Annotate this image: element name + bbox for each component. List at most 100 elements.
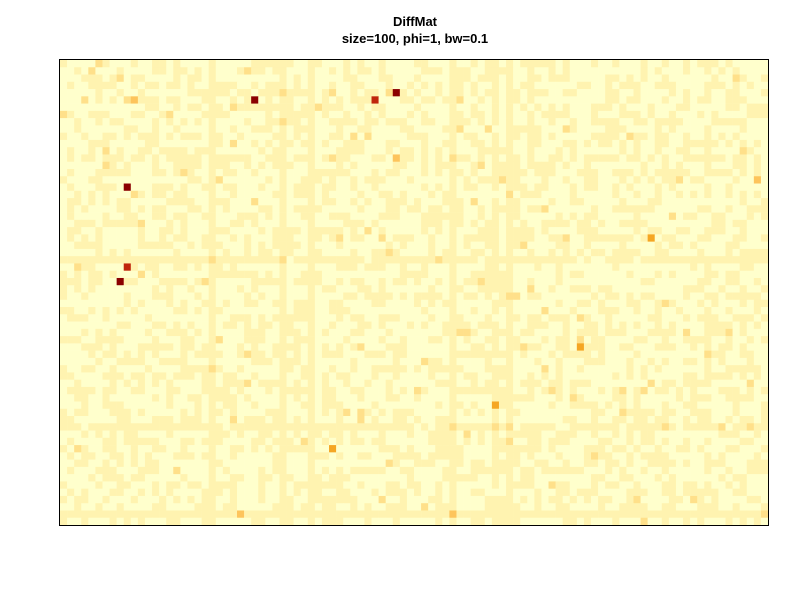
heatmap-cell	[562, 365, 571, 373]
heatmap-cell	[244, 168, 252, 177]
heatmap-cell	[357, 321, 365, 330]
heatmap-cell	[435, 321, 443, 330]
heatmap-cell	[137, 132, 146, 141]
heatmap-cell	[591, 227, 599, 235]
heatmap-cell	[314, 212, 323, 221]
heatmap-cell	[74, 270, 82, 279]
heatmap-cell	[541, 357, 549, 366]
heatmap-cell	[576, 386, 585, 395]
heatmap-cell	[647, 350, 656, 359]
heatmap-cell	[329, 161, 337, 170]
heatmap-cell	[357, 248, 365, 257]
heatmap-cell	[583, 212, 592, 221]
heatmap-cell	[605, 212, 613, 221]
heatmap-cell	[371, 132, 379, 141]
heatmap-cell	[102, 248, 110, 257]
heatmap-cell	[237, 285, 245, 293]
heatmap-cell	[753, 248, 762, 257]
heatmap-cell	[477, 263, 486, 272]
heatmap-cell	[498, 241, 507, 250]
heatmap-cell	[697, 307, 705, 315]
heatmap-cell	[371, 285, 379, 293]
heatmap-cell	[123, 103, 132, 112]
heatmap-cell	[187, 248, 195, 257]
heatmap-cell	[194, 248, 202, 257]
heatmap-cell	[725, 263, 733, 272]
heatmap-cell	[583, 205, 592, 213]
heatmap-cell	[237, 234, 245, 242]
heatmap-cell	[251, 212, 259, 221]
heatmap-cell	[378, 299, 386, 308]
heatmap-cell	[357, 67, 365, 75]
heatmap-cell	[378, 147, 386, 155]
heatmap-cell	[633, 372, 641, 380]
heatmap-cell	[463, 365, 471, 373]
heatmap-cell	[293, 321, 302, 330]
heatmap-cell	[739, 227, 748, 235]
heatmap-cell	[520, 183, 528, 192]
heatmap-cell	[215, 336, 224, 344]
heatmap-cell	[385, 299, 394, 308]
heatmap-cell	[463, 386, 471, 395]
heatmap-cell	[229, 285, 238, 293]
heatmap-cell	[647, 314, 656, 322]
heatmap-cell	[718, 270, 726, 279]
heatmap-cell	[293, 277, 302, 286]
heatmap-cell	[697, 154, 705, 163]
heatmap-cell	[265, 379, 273, 388]
heatmap-cell	[421, 190, 429, 199]
heatmap-cell	[81, 161, 89, 170]
heatmap-cell	[513, 125, 521, 133]
heatmap-cell	[392, 299, 401, 308]
heatmap-cell	[258, 147, 266, 155]
heatmap-cell	[364, 357, 372, 366]
heatmap-cell	[123, 212, 132, 221]
heatmap-cell	[293, 161, 302, 170]
heatmap-cell	[314, 161, 323, 170]
heatmap-cell	[661, 357, 670, 366]
heatmap-cell	[102, 416, 110, 424]
heatmap-cell	[435, 285, 443, 293]
heatmap-cell	[435, 190, 443, 199]
heatmap-cell	[321, 147, 330, 155]
heatmap-cell	[237, 372, 245, 380]
heatmap-cell	[576, 256, 585, 264]
heatmap-cell	[534, 285, 542, 293]
heatmap-cell	[633, 154, 641, 163]
heatmap-cell	[364, 350, 372, 359]
heatmap-cell	[647, 307, 656, 315]
heatmap-cell	[378, 343, 386, 351]
heatmap-cell	[704, 147, 712, 155]
heatmap-cell	[95, 183, 103, 192]
heatmap-cell	[102, 139, 110, 148]
heatmap-cell	[329, 416, 337, 424]
heatmap-cell	[350, 321, 358, 330]
heatmap-cell	[81, 299, 89, 308]
heatmap-cell	[654, 89, 663, 97]
heatmap-cell	[690, 357, 698, 366]
heatmap-cell	[562, 89, 571, 97]
heatmap-cell	[314, 263, 323, 272]
heatmap-cell	[470, 263, 479, 272]
heatmap-cell	[392, 277, 401, 286]
heatmap-cell	[739, 357, 748, 366]
heatmap-cell	[619, 139, 627, 148]
heatmap-cell	[272, 132, 280, 141]
heatmap-cell	[300, 357, 309, 366]
heatmap-cell	[626, 386, 634, 395]
heatmap-cell	[81, 110, 89, 119]
heatmap-cell	[647, 154, 656, 163]
heatmap-cell	[414, 161, 422, 170]
heatmap-cell	[399, 89, 408, 97]
heatmap-cell	[718, 103, 726, 112]
heatmap-cell	[336, 328, 344, 337]
heatmap-cell	[746, 372, 755, 380]
heatmap-cell	[137, 401, 146, 410]
heatmap-cell	[109, 263, 117, 272]
heatmap-cell	[626, 81, 634, 90]
heatmap-cell	[626, 307, 634, 315]
heatmap-cell	[470, 176, 479, 184]
heatmap-cell	[208, 161, 217, 170]
heatmap-cell	[633, 60, 641, 68]
heatmap-cell	[520, 190, 528, 199]
